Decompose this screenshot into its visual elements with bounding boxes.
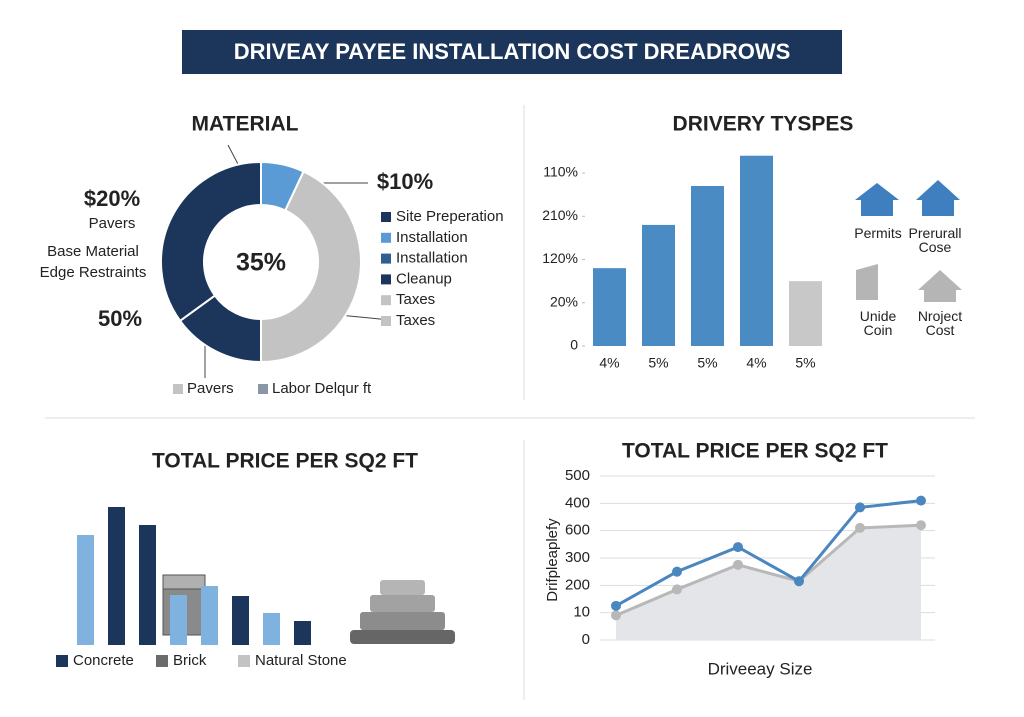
y-tick-label: 0: [570, 337, 578, 353]
y-tick-label: 400: [565, 494, 590, 511]
bar: [593, 268, 626, 346]
x-tick-label: 5%: [697, 355, 717, 371]
point: [855, 502, 865, 513]
legend-swatch: [381, 274, 391, 285]
point: [733, 542, 743, 553]
y-tick-label: 120%: [542, 250, 578, 266]
y-tick-label: 10: [573, 604, 590, 621]
center-label: 35%: [236, 249, 286, 277]
bar: [77, 535, 94, 645]
bar: [294, 621, 311, 645]
icon-label: Prerurall Cose: [908, 225, 962, 255]
y-axis-label: Drifpleaplefy: [544, 518, 561, 602]
point: [611, 600, 621, 611]
stone-decoration: [162, 574, 455, 644]
legend-swatch: [258, 384, 268, 394]
chart-title: MATERIAL: [192, 113, 299, 136]
title-bar: [182, 30, 842, 74]
x-axis-label: Driveeay Size: [708, 659, 813, 678]
annotation: Pavers: [89, 215, 136, 232]
x-tick-label: 5%: [648, 355, 668, 371]
point: [733, 559, 743, 570]
y-tick-label: 210%: [542, 207, 578, 223]
point: [855, 522, 865, 533]
point: [916, 495, 926, 506]
legend-label: Taxes: [396, 312, 435, 329]
area: [616, 525, 921, 640]
legend-swatch: [173, 384, 183, 394]
donut-segment: [260, 170, 362, 364]
legend-swatch: [238, 655, 250, 667]
icon-label: Nroject Cost: [917, 308, 963, 338]
legend-swatch: [381, 316, 391, 326]
legend-label: Natural Stone: [255, 652, 347, 669]
legend-label: Installation: [396, 250, 468, 267]
legend-label: Brick: [173, 652, 207, 669]
chart-title: TOTAL PRICE PER SQ2 FT: [152, 450, 418, 473]
annotation: Edge Restraints: [40, 264, 147, 281]
bar: [108, 507, 125, 645]
annotation: Base Material: [47, 243, 139, 260]
legend-label: Cleanup: [396, 270, 452, 287]
y-tick-label: 500: [565, 467, 590, 484]
bar: [232, 596, 249, 645]
bar: [642, 224, 675, 346]
legend-label: Installation: [396, 229, 468, 246]
legend-label: Labor Delqur ft: [272, 380, 372, 397]
legend-label: Taxes: [396, 291, 435, 308]
line: [615, 499, 922, 608]
page-title: DRIVEAY PAYEE INSTALLATION COST DREADROW…: [234, 39, 791, 64]
annotation: $20%: [84, 186, 140, 211]
y-tick-label: 300: [565, 549, 590, 566]
chart-title: DRIVERY TYSPES: [673, 113, 854, 136]
point: [916, 520, 926, 531]
x-tick-label: 5%: [795, 355, 815, 371]
legend-swatch: [381, 295, 391, 306]
annotation: 50%: [98, 306, 142, 331]
legend-swatch: [381, 253, 391, 264]
legend-label: Pavers: [187, 380, 234, 397]
bar: [263, 613, 280, 645]
icons: [855, 180, 962, 302]
bar: [201, 586, 218, 645]
y-tick-label: 110%: [543, 164, 578, 180]
bar: [740, 155, 773, 346]
icon-label: Permits: [854, 225, 902, 241]
point: [672, 566, 682, 577]
y-tick-label: 20%: [550, 293, 578, 309]
legend-label: Concrete: [73, 652, 134, 669]
bar: [691, 185, 724, 346]
bar: [139, 525, 156, 645]
point: [794, 576, 804, 587]
legend-swatch: [381, 212, 391, 222]
bar: [789, 281, 822, 346]
y-tick-label: 0: [582, 631, 590, 648]
point: [672, 584, 682, 595]
legend-swatch: [381, 232, 391, 243]
icon-label: Unide Coin: [859, 308, 897, 338]
point: [611, 610, 621, 621]
x-tick-label: 4%: [746, 355, 766, 371]
y-tick-label: 600: [565, 522, 590, 539]
line: [615, 523, 922, 617]
y-tick-label: 200: [565, 576, 590, 593]
x-tick-label: 4%: [599, 355, 619, 371]
annotation: $10%: [377, 169, 433, 194]
chart-title: TOTAL PRICE PER SQ2 FT: [622, 440, 888, 463]
legend-swatch: [156, 655, 168, 667]
legend-swatch: [56, 655, 68, 667]
legend-label: Site Preperation: [396, 208, 504, 225]
donut-segment: [160, 160, 262, 323]
bar: [170, 595, 187, 645]
